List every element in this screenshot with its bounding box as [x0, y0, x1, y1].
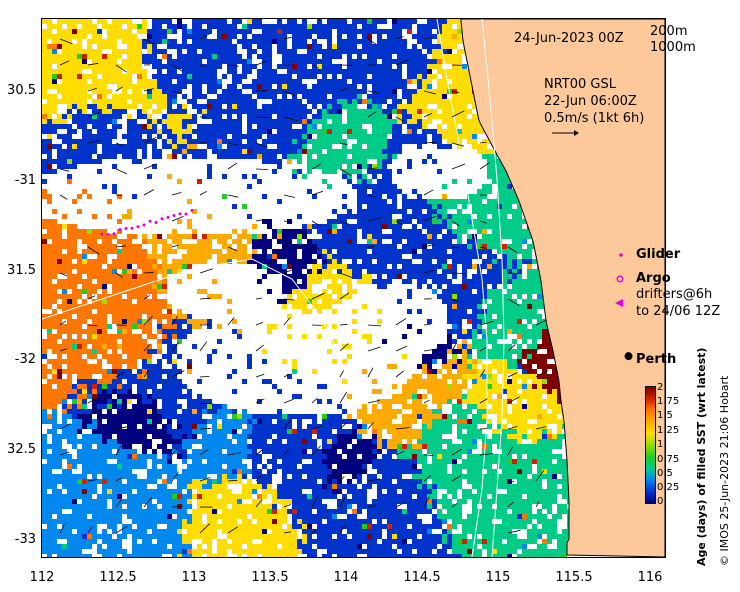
- legend-drifters-window-label: to 24/06 12Z: [636, 304, 721, 319]
- legend-drifters-label: drifters@6h: [636, 287, 713, 302]
- x-tick-label: 115: [485, 570, 511, 585]
- glider-marker-icon: [619, 253, 623, 257]
- glider-track: [100, 208, 194, 237]
- perth-marker: [624, 352, 633, 361]
- x-tick-label: 112: [29, 570, 55, 585]
- x-tick-label: 116: [637, 570, 663, 585]
- y-tick-label: 32.5: [7, 442, 36, 457]
- credit-text: © IMOS 25-Jun-2023 21:06 Hobart: [718, 375, 731, 566]
- legend-argo-label: Argo: [636, 271, 671, 286]
- x-tick-label: 113: [181, 570, 207, 585]
- colorbar-tick-label: 0.5: [657, 468, 673, 479]
- x-tick-label: 113.5: [251, 570, 289, 585]
- contour-1000m-line: [436, 19, 488, 557]
- land-mass: [460, 19, 665, 557]
- colorbar: [645, 386, 656, 504]
- colorbar-tick-label: 0.25: [657, 482, 680, 493]
- colorbar-tick-label: 0: [657, 496, 664, 507]
- x-tick-label: 114: [333, 570, 359, 585]
- colorbar-tick-label: 1.75: [657, 396, 680, 407]
- legend-glider-label: Glider: [636, 247, 681, 262]
- colorbar-tick-label: 0.75: [657, 454, 680, 465]
- current-time-label: 22-Jun 06:00Z: [544, 94, 637, 109]
- y-tick-label: -32: [14, 352, 36, 367]
- colorbar-tick-label: 2: [657, 382, 664, 393]
- contour-line: [42, 258, 343, 360]
- x-tick-label: 114.5: [403, 570, 441, 585]
- map-date-title: 24-Jun-2023 00Z: [514, 31, 624, 46]
- contour-200m-line: [481, 19, 505, 557]
- argo-marker-icon: [616, 275, 624, 283]
- scale-arrow-icon: [552, 130, 579, 136]
- contour-200m-label: 200m: [650, 24, 688, 39]
- colorbar-tick-label: 1.5: [657, 410, 673, 421]
- place-label-perth: Perth: [636, 352, 677, 367]
- current-scale-label: 0.5m/s (1kt 6h): [544, 111, 645, 126]
- colorbar-tick-label: 1.25: [657, 425, 680, 436]
- contour-1000m-label: 1000m: [650, 40, 696, 55]
- current-source-label: NRT00 GSL: [544, 77, 616, 92]
- sst-age-map: [42, 19, 665, 557]
- colorbar-title: Age (days) of filled SST (wrt latest): [695, 347, 708, 566]
- y-tick-label: 30.5: [7, 83, 36, 98]
- colorbar-tick-label: 1: [657, 439, 664, 450]
- map-panel[interactable]: [41, 18, 666, 558]
- current-vectors: [59, 33, 548, 534]
- sst-age-pixels: [42, 19, 572, 557]
- drifter-marker-icon: [615, 299, 623, 307]
- y-tick-label: 31.5: [7, 263, 36, 278]
- x-tick-label: 115.5: [555, 570, 593, 585]
- y-tick-label: -31: [14, 173, 36, 188]
- x-tick-label: 112.5: [99, 570, 137, 585]
- y-tick-label: -33: [14, 532, 36, 547]
